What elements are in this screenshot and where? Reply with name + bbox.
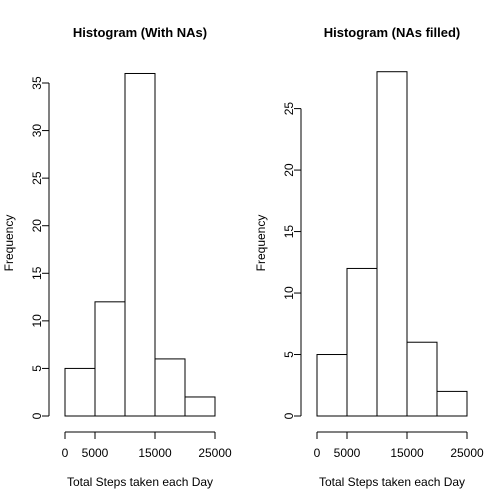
histogram-bar — [346, 267, 378, 417]
histogram-bar — [124, 72, 156, 417]
x-tick-label: 15000 — [138, 446, 172, 460]
histogram-bar — [376, 71, 408, 417]
y-tick-label: 25 — [282, 102, 296, 116]
histogram-bar — [184, 396, 216, 417]
y-tick-label: 20 — [282, 163, 296, 177]
y-tick-label: 10 — [282, 286, 296, 300]
y-tick-label: 0 — [30, 412, 44, 419]
y-tick-label: 5 — [30, 365, 44, 372]
y-tick-label: 30 — [30, 124, 44, 138]
y-tick-label: 0 — [282, 412, 296, 419]
y-axis-label: Frequency — [2, 215, 16, 272]
y-tick-label: 10 — [30, 314, 44, 328]
histogram-panel-nas-filled: Histogram (NAs filled) Total Steps taken… — [254, 25, 484, 489]
histogram-bar — [94, 301, 126, 417]
x-tick-label: 25000 — [450, 446, 484, 460]
x-tick-label: 25000 — [198, 446, 232, 460]
y-tick-label: 35 — [30, 76, 44, 90]
y-tick-label: 15 — [30, 266, 44, 280]
histogram-bar — [64, 367, 96, 417]
y-tick-label: 20 — [30, 219, 44, 233]
y-axis-label: Frequency — [254, 215, 268, 272]
y-tick-label: 15 — [282, 225, 296, 239]
x-tick-label: 5000 — [334, 446, 361, 460]
histogram-bar — [316, 354, 348, 417]
x-tick-label: 0 — [62, 446, 69, 460]
histogram-bar — [154, 358, 186, 417]
x-axis-label: Total Steps taken each Day — [319, 475, 465, 489]
histogram-panel-with-nas: Histogram (With NAs) Total Steps taken e… — [2, 25, 232, 489]
histogram-bar — [406, 341, 438, 417]
x-tick-label: 0 — [314, 446, 321, 460]
histogram-bar — [436, 390, 468, 417]
chart-title: Histogram (NAs filled) — [324, 25, 461, 40]
chart-title: Histogram (With NAs) — [73, 25, 207, 40]
y-tick-label: 5 — [282, 351, 296, 358]
x-axis-label: Total Steps taken each Day — [67, 475, 213, 489]
x-tick-label: 15000 — [390, 446, 424, 460]
y-tick-label: 25 — [30, 171, 44, 185]
x-tick-label: 5000 — [82, 446, 109, 460]
